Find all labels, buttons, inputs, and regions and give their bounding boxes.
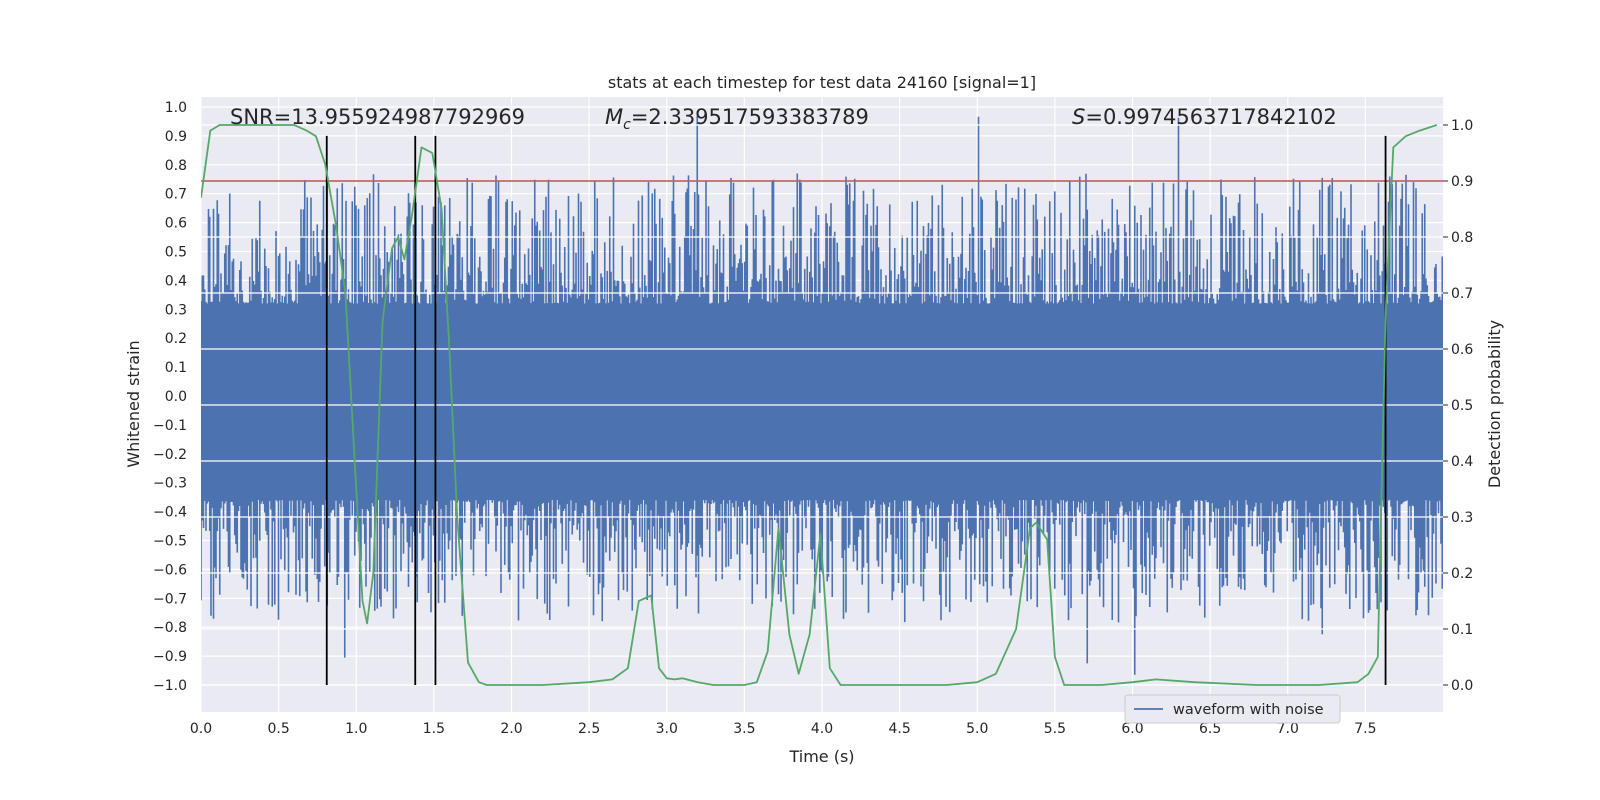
x-axis-label: Time (s) (788, 747, 854, 766)
y-right-tick-label: 0.4 (1451, 454, 1473, 470)
statistic-symbol: S (1072, 105, 1085, 129)
y-right-tick-label: 1.0 (1451, 118, 1473, 134)
y-left-tick-label: 0.8 (165, 158, 187, 174)
x-tick-label: 0.5 (267, 721, 289, 737)
statistic-value: =0.9974563717842102 (1085, 105, 1336, 129)
x-tick-label: 6.5 (1199, 721, 1221, 737)
y-left-tick-label: 0.3 (165, 302, 187, 318)
y-left-tick-label: −0.4 (153, 505, 187, 521)
y-right-tick-label: 0.8 (1451, 230, 1473, 246)
chart-title: stats at each timestep for test data 241… (608, 73, 1036, 92)
y-left-tick-labels: 1.0 0.9 0.8 0.7 0.6 0.5 0.4 0.3 0.2 0.1 0.0 −0.1 −0.… (153, 100, 187, 694)
x-tick-label: 2.5 (578, 721, 600, 737)
y-left-tick-label: −0.1 (153, 418, 187, 434)
x-tick-label: 5.0 (966, 721, 988, 737)
legend: waveform with noise (1124, 694, 1341, 724)
y-left-tick-label: −0.8 (153, 620, 187, 636)
y-left-tick-label: 0.2 (165, 331, 187, 347)
y-left-tick-label: 0.4 (165, 273, 187, 289)
y-right-tick-label: 0.0 (1451, 678, 1473, 694)
x-tick-label: 4.0 (811, 721, 833, 737)
x-tick-label: 1.5 (423, 721, 445, 737)
y-axis-label-right: Detection probability (1485, 320, 1504, 488)
y-right-tick-labels: 1.0 0.9 0.8 0.7 0.6 0.5 0.4 0.3 0.2 0.1 0.0 (1443, 118, 1473, 694)
y-left-tick-label: −0.7 (153, 591, 187, 607)
chirp-mass-symbol: M (605, 105, 623, 129)
y-left-tick-label: 0.0 (165, 389, 187, 405)
y-right-tick-label: 0.1 (1451, 622, 1473, 638)
x-tick-label: 3.5 (733, 721, 755, 737)
y-left-tick-label: −1.0 (153, 678, 187, 694)
legend-box (1124, 694, 1341, 724)
x-tick-label: 6.0 (1121, 721, 1143, 737)
y-right-tick-label: 0.6 (1451, 342, 1473, 358)
y-right-tick-label: 0.2 (1451, 566, 1473, 582)
y-right-tick-label: 0.9 (1451, 174, 1473, 190)
x-tick-label: 7.0 (1277, 721, 1299, 737)
y-left-tick-label: 0.9 (165, 129, 187, 145)
y-left-tick-label: −0.6 (153, 562, 187, 578)
y-left-tick-label: 0.1 (165, 360, 187, 376)
y-left-tick-label: −0.5 (153, 534, 187, 550)
y-right-tick-label: 0.5 (1451, 398, 1473, 414)
x-tick-label: 3.0 (656, 721, 678, 737)
y-left-tick-label: 0.7 (165, 187, 187, 203)
chirp-mass-subscript: c (623, 117, 631, 133)
x-tick-label: 0.0 (190, 721, 212, 737)
y-right-tick-label: 0.3 (1451, 510, 1473, 526)
y-left-tick-label: −0.2 (153, 447, 187, 463)
y-left-tick-label: 0.5 (165, 245, 187, 261)
vertical-markers (325, 135, 1387, 685)
x-tick-label: 5.5 (1044, 721, 1066, 737)
y-left-tick-label: −0.9 (153, 649, 187, 665)
statistic-annotation: S=0.9974563717842102 (1072, 105, 1337, 129)
x-tick-label: 7.5 (1354, 721, 1376, 737)
x-tick-label: 1.0 (345, 721, 367, 737)
y-left-tick-label: −0.3 (153, 476, 187, 492)
y-left-tick-label: 1.0 (165, 100, 187, 116)
x-tick-labels: 0.0 0.5 1.0 1.5 2.0 2.5 3.0 3.5 4.0 4.5 5.0 5.5 6.0 6… (190, 721, 1377, 737)
y-left-tick-label: 0.6 (165, 216, 187, 232)
snr-annotation: SNR=13.955924987792969 (230, 105, 525, 129)
y-axis-label-left: Whitened strain (124, 340, 143, 467)
waveform-spikes (201, 115, 1443, 675)
y-right-tick-label: 0.7 (1451, 286, 1473, 302)
x-tick-label: 4.5 (888, 721, 910, 737)
chirp-mass-annotation: Mc=2.339517593383789 (605, 105, 869, 133)
detection-probability-line (201, 124, 1438, 686)
chirp-mass-value: =2.339517593383789 (631, 105, 869, 129)
x-tick-label: 2.0 (500, 721, 522, 737)
legend-entry-waveform: waveform with noise (1173, 702, 1324, 718)
